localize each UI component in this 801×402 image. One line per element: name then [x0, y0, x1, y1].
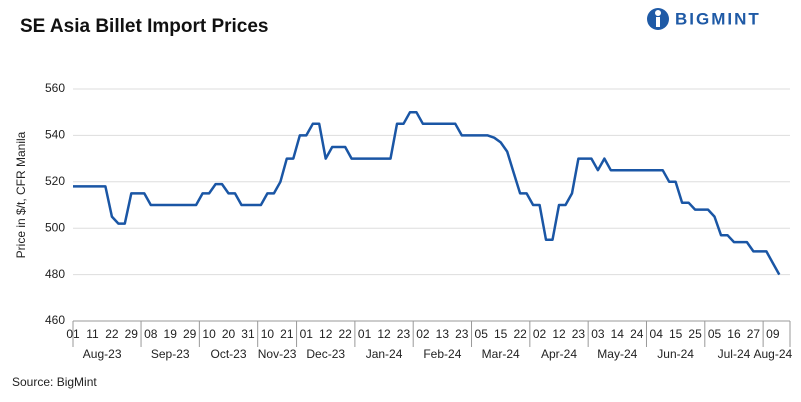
month-label: Sep-23 — [151, 347, 190, 361]
logo-icon-body — [656, 17, 660, 27]
x-tick-label: 09 — [766, 327, 780, 341]
month-label: Aug-24 — [753, 347, 792, 361]
x-tick-label: 01 — [300, 327, 314, 341]
month-label: May-24 — [597, 347, 637, 361]
x-tick-label: 22 — [105, 327, 119, 341]
month-label: Dec-23 — [306, 347, 345, 361]
logo-icon-head — [655, 10, 661, 16]
x-tick-label: 29 — [183, 327, 197, 341]
x-tick-label: 22 — [338, 327, 352, 341]
y-tick-label: 520 — [45, 174, 65, 188]
x-tick-label: 08 — [144, 327, 158, 341]
x-tick-label: 14 — [611, 327, 625, 341]
x-tick-label: 13 — [436, 327, 450, 341]
x-tick-label: 02 — [533, 327, 547, 341]
month-label: Aug-23 — [83, 347, 122, 361]
y-tick-label: 460 — [45, 313, 65, 327]
y-tick-label: 480 — [45, 267, 65, 281]
month-label: Feb-24 — [423, 347, 461, 361]
x-tick-label: 16 — [727, 327, 741, 341]
x-tick-label: 21 — [280, 327, 294, 341]
x-tick-label: 12 — [377, 327, 391, 341]
y-axis-label: Price in $/t, CFR Manila — [14, 131, 28, 258]
x-tick-label: 23 — [397, 327, 411, 341]
x-tick-label: 19 — [164, 327, 178, 341]
x-tick-label: 25 — [688, 327, 702, 341]
chart-title: SE Asia Billet Import Prices — [20, 16, 269, 37]
x-tick-label: 27 — [747, 327, 761, 341]
price-line — [73, 110, 781, 276]
x-tick-label: 02 — [416, 327, 430, 341]
x-tick-label: 23 — [455, 327, 469, 341]
month-label: Jan-24 — [366, 347, 403, 361]
x-tick-label: 15 — [494, 327, 508, 341]
x-tick-label: 15 — [669, 327, 683, 341]
x-tick-label: 04 — [650, 327, 664, 341]
month-label: Jun-24 — [657, 347, 694, 361]
x-tick-label: 24 — [630, 327, 644, 341]
y-tick-label: 560 — [45, 81, 65, 95]
x-tick-label: 05 — [475, 327, 489, 341]
month-label: Mar-24 — [482, 347, 520, 361]
x-tick-label: 11 — [86, 327, 99, 341]
x-tick-label: 22 — [513, 327, 527, 341]
x-tick-label: 12 — [552, 327, 566, 341]
x-tick-label: 10 — [261, 327, 275, 341]
x-tick-label: 12 — [319, 327, 333, 341]
brand-logo: BIGMINT — [647, 8, 761, 30]
x-tick-label: 10 — [202, 327, 216, 341]
x-tick-label: 03 — [591, 327, 605, 341]
x-tick-label: 23 — [572, 327, 586, 341]
x-tick-label: 20 — [222, 327, 236, 341]
y-tick-label: 540 — [45, 128, 65, 142]
month-label: Jul-24 — [718, 347, 751, 361]
x-tick-label: 05 — [708, 327, 722, 341]
source-note: Source: BigMint — [12, 375, 97, 389]
y-tick-label: 500 — [45, 220, 65, 234]
month-label: Oct-23 — [211, 347, 247, 361]
brand-name: BIGMINT — [675, 9, 761, 28]
month-label: Apr-24 — [541, 347, 577, 361]
x-tick-label: 31 — [241, 327, 255, 341]
x-tick-label: 01 — [358, 327, 372, 341]
month-label: Nov-23 — [258, 347, 297, 361]
x-tick-label: 29 — [125, 327, 139, 341]
